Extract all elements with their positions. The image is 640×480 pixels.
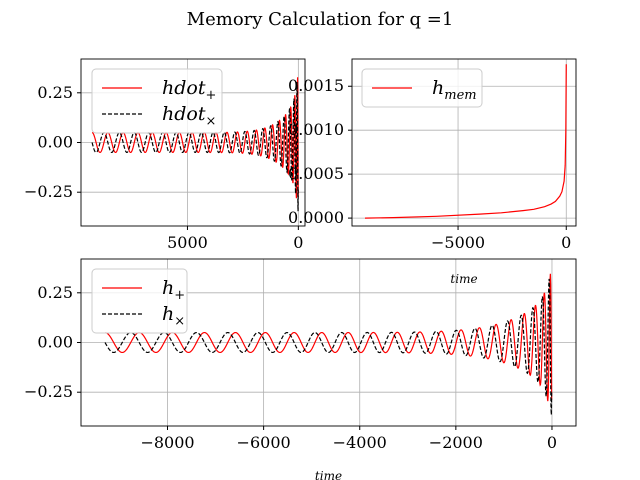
y-tick-label: 0.0005 (288, 164, 344, 183)
legend-label: h× (162, 303, 185, 329)
y-tick-label: −0.25 (24, 382, 73, 401)
y-tick-label: 0.00 (37, 133, 73, 152)
x-tick-label: −8000 (140, 433, 194, 452)
x-axis-label: time (450, 272, 477, 286)
x-tick-label: 0 (547, 433, 557, 452)
hmem-panel: −5000 0 0.0000 0.0005 0.0010 0.0015 time hmem (288, 58, 577, 286)
series-group (364, 64, 567, 219)
x-tick-label: 0 (293, 233, 303, 252)
legend: hdot+hdot× (91, 68, 223, 134)
x-tick-label: 5000 (167, 233, 208, 252)
y-tick-label: 0.0010 (288, 120, 344, 139)
legend: hmem (361, 68, 483, 108)
y-tick-label: 0.0000 (288, 208, 344, 227)
axes-frame (351, 58, 577, 227)
legend-label: hdot× (162, 103, 216, 129)
legend-box (91, 68, 223, 134)
series-group (104, 273, 553, 415)
hdot-panel: 5000 0 −0.25 0.00 0.25 hdot+hdot× (24, 58, 306, 252)
series-group (91, 77, 299, 212)
y-tick-label: 0.25 (37, 283, 73, 302)
x-tick-label: −6000 (237, 433, 291, 452)
legend-label: hmem (432, 77, 477, 103)
series-line-h-0 (104, 273, 553, 402)
series-line-hdot-0 (92, 77, 299, 199)
x-tick-label: −4000 (333, 433, 387, 452)
x-tick-label: −5000 (431, 233, 485, 252)
legend-label: hdot+ (162, 77, 216, 103)
x-tick-label: −2000 (429, 433, 483, 452)
legend: h+h× (91, 268, 188, 334)
y-tick-label: 0.00 (37, 333, 73, 352)
legend-box (91, 268, 188, 334)
figure-title: Memory Calculation for q =1 (187, 9, 454, 30)
x-axis-label: time (315, 469, 342, 480)
series-line-h-1 (104, 278, 553, 415)
legend-label: h+ (162, 277, 185, 303)
y-tick-label: 0.0015 (288, 76, 344, 95)
y-tick-label: −0.25 (24, 182, 73, 201)
x-tick-label: 0 (561, 233, 571, 252)
series-line-hdot-1 (91, 82, 299, 212)
series-line-h-0 (364, 64, 567, 219)
legend-box (361, 68, 483, 108)
y-tick-label: 0.25 (37, 83, 73, 102)
h-panel: −8000 −6000 −4000 −2000 0 −0.25 0.00 0.25 time h+… (24, 258, 577, 480)
